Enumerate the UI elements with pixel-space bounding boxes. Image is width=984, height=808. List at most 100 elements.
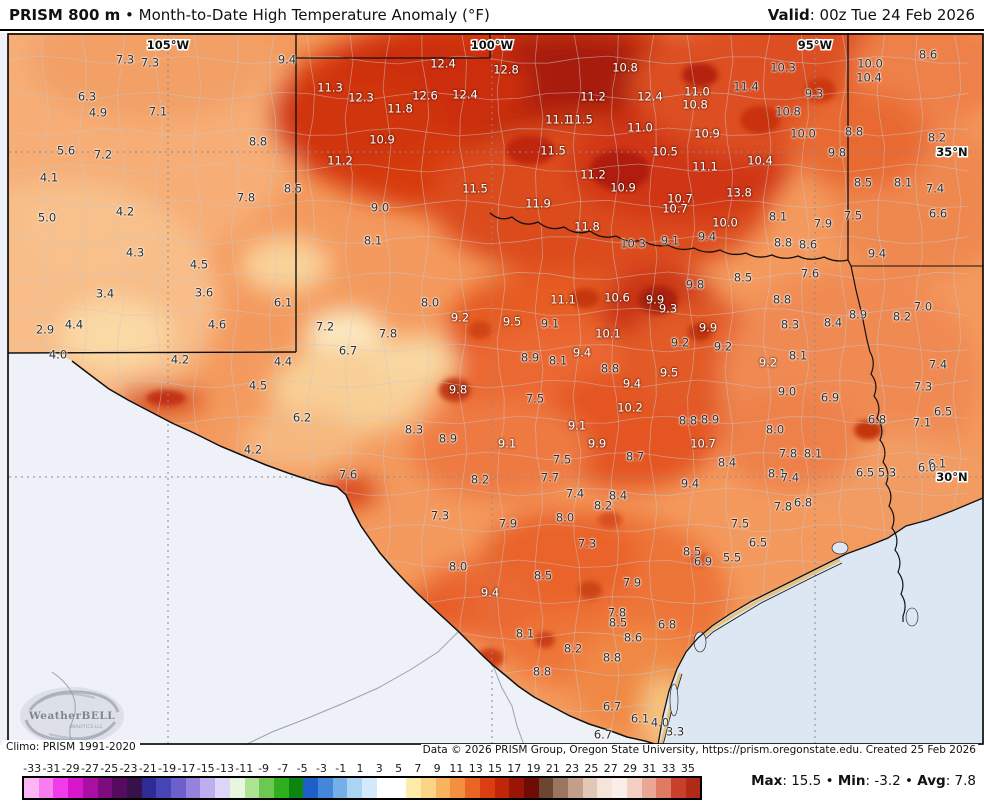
title-separator: • [125,5,139,24]
colorbar-tick: -25 [100,762,119,775]
stat-label: Avg [917,773,946,789]
colorbar-tick: -19 [158,762,177,775]
colorbar-segment [288,778,304,798]
gulf-of-mexico-water [658,498,983,745]
stat-label: Min [837,773,866,789]
logo-name: WeatherBELL [28,710,115,722]
climo-note: Climo: PRISM 1991-2020 [2,740,140,754]
colorbar-segment [465,778,480,798]
parallel-label: 35°N [936,145,967,159]
title-bar: PRISM 800 m • Month-to-Date High Tempera… [0,0,984,31]
sabine-river-border [847,259,906,622]
colorbar-tick: 23 [565,762,580,775]
hot-spots [146,63,882,668]
map-title: Month-to-Date High Temperature Anomaly (… [138,5,490,24]
colorbar-segment [656,778,671,798]
colorbar-segment [141,778,157,798]
colorbar-tick: 15 [488,762,502,775]
anomaly-map: 105°W 100°W 95°W 35°N 30°N WeatherBELL ANALY… [0,33,984,745]
product-title: PRISM 800 m • Month-to-Date High Tempera… [9,6,490,24]
colorbar-segment [538,778,554,798]
rio-grande-border [71,360,659,745]
colorbar-segment [612,778,627,798]
colorbar-tick: 1 [356,762,364,775]
weatherbell-logo: WeatherBELL ANALYTICS LLC [20,687,124,745]
gulf-coastline [657,497,984,745]
colorbar-segment [568,778,583,798]
colorbar-tick: 17 [507,762,522,775]
colorbar-segment [171,778,186,798]
colorbar-segment [670,778,686,798]
summary-stats: Max: 15.5 • Min: -3.2 • Avg: 7.8 [751,773,976,789]
colorbar-segment [68,778,83,798]
map-canvas: 105°W 100°W 95°W 35°N 30°N WeatherBELL ANALY… [0,33,984,745]
colorbar-segment [200,778,216,798]
colorbar-segment [244,778,260,798]
colorbar-tick: -33 [23,762,42,775]
colorbar-segment [494,778,510,798]
colorbar-tick: 25 [584,762,599,775]
data-attribution: Data © 2026 PRISM Group, Oregon State Un… [420,744,978,756]
colorbar-segment [641,778,657,798]
colorbar-tick: 5 [395,762,403,775]
border-ok-panhandle [296,33,491,59]
logo-subtitle: ANALYTICS LLC [69,724,103,730]
colorbar-segment [273,778,289,798]
colorbar-tick: 33 [661,762,676,775]
meridian-label: 105°W [147,38,190,52]
parallel-label: 30°N [936,470,967,484]
valid-label: Valid [767,5,810,24]
colorbar-tick-labels: -33 -31 -29 -27 -25 -23 -21 -19 -17 -15 -13 -11 -9 -7… [22,762,698,775]
colorbar-tick: 19 [526,762,541,775]
colorbar-segment [126,778,142,798]
colorbar-segment [259,778,274,798]
colorbar-tick: -15 [196,762,215,775]
coastal-bays [669,541,919,717]
stat-label: Max [751,773,783,789]
colorbar-segment [24,778,39,798]
colorbar-segment [597,778,613,798]
colorbar-tick: 13 [468,762,483,775]
barrier-islands [659,558,843,745]
colorbar-tick: -17 [177,762,196,775]
colorbar-segment [391,778,407,798]
colorbar-segment [229,778,245,798]
colorbar-segment [97,778,113,798]
colorbar-tick: -23 [119,762,138,775]
colorbar-tick: 9 [433,762,441,775]
colorbar-segment [303,778,319,798]
stat-value: : -3.2 • [865,773,918,789]
colorbar-tick: -13 [216,762,234,775]
colorbar-segment [318,778,333,798]
colorbar-tick: 35 [680,762,695,775]
product-name: PRISM 800 m [9,5,121,24]
anomaly-field [8,33,983,745]
colorbar-tick: -1 [335,762,347,775]
border-nm-south [7,351,297,354]
colorbar-segment [435,778,451,798]
colorbar-segment [553,778,569,798]
meridian-label: 95°W [798,38,833,52]
state-borders [7,33,984,745]
colorbar-segment [38,778,54,798]
colorbar-tick: 29 [623,762,637,775]
colorbar-tick: -9 [258,762,270,775]
colorbar-tick: 27 [603,762,618,775]
graticule-labels: 105°W 100°W 95°W 35°N 30°N [145,37,969,486]
colorbar-segment [406,778,421,798]
colorbar [22,776,702,800]
colorbar-tick: -31 [42,762,61,775]
colorbar-tick: 11 [449,762,464,775]
colorbar-segment [362,778,377,798]
colorbar-tick: -7 [277,762,289,775]
colorbar-tick: -3 [315,762,327,775]
colorbar-tick: 3 [375,762,383,775]
colorbar-tick: -11 [235,762,254,775]
colorbar-tick: -5 [296,762,308,775]
colorbar-segment [685,778,701,798]
colorbar-segment [82,778,98,798]
valid-value: : 00z Tue 24 Feb 2026 [809,5,975,24]
meridian-label: 100°W [471,38,514,52]
colorbar-segment [582,778,598,798]
